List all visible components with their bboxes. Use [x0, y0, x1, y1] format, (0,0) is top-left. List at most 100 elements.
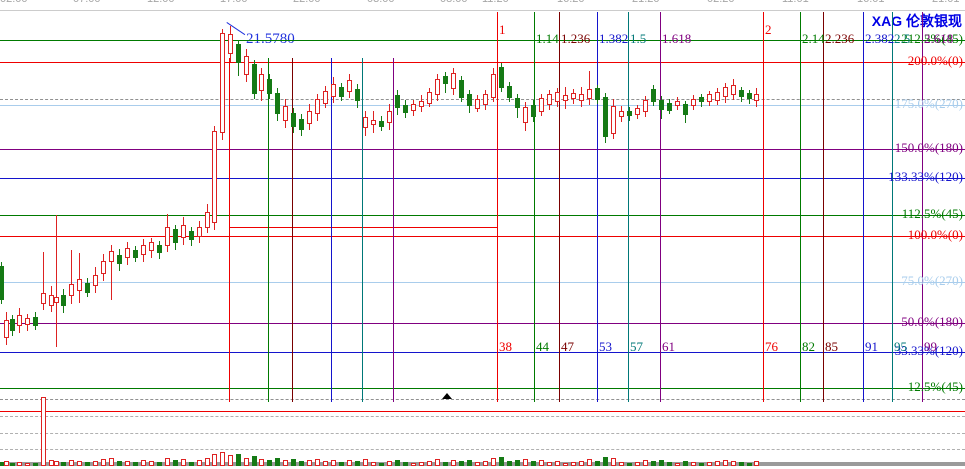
- volume-bar: [157, 462, 162, 466]
- volume-bar: [491, 458, 496, 466]
- candle-body: [0, 266, 4, 300]
- candle-body: [754, 94, 759, 101]
- candle-body: [435, 79, 440, 95]
- candle-body: [133, 250, 138, 258]
- candle-body: [339, 87, 344, 97]
- candle-body: [427, 92, 432, 104]
- gann-level-line: [0, 40, 965, 41]
- candle-body: [363, 117, 368, 128]
- fib-time-line: [628, 12, 629, 402]
- candle-body: [283, 106, 288, 121]
- volume-bar: [459, 461, 464, 466]
- gann-level-line: [0, 352, 965, 353]
- candle-body: [109, 251, 114, 262]
- gann-level-line: [0, 236, 965, 237]
- volume-bar: [603, 457, 608, 466]
- gann-level-label: 112.5%(45): [901, 206, 963, 221]
- fib-bar-count-label: 61: [662, 339, 675, 354]
- candle-body: [603, 97, 608, 137]
- fib-time-line: [331, 58, 332, 402]
- volume-bar: [181, 459, 186, 466]
- volume-bar: [33, 463, 38, 466]
- fib-ratio-label: 1.618: [662, 31, 692, 46]
- candle-body: [371, 120, 376, 125]
- volume-bar: [77, 461, 82, 466]
- candle-body: [49, 295, 54, 306]
- candle-body: [595, 88, 600, 100]
- volume-bar: [715, 461, 720, 466]
- time-axis-label: 16:01: [857, 0, 885, 5]
- volume-grid-line: [0, 433, 965, 434]
- volume-bar: [411, 463, 416, 466]
- time-axis-label: 08:00: [440, 0, 468, 5]
- candle-body: [627, 111, 632, 116]
- fib-bar-count-label: 82: [802, 339, 815, 354]
- volume-bar: [220, 452, 225, 466]
- volume-bar: [651, 461, 656, 466]
- candle-body: [10, 319, 15, 331]
- fib-time-line: [292, 58, 293, 402]
- volume-bar: [403, 462, 408, 466]
- fib-ratio-label: 1.382: [599, 31, 629, 46]
- candle-body: [220, 33, 225, 133]
- volume-bar: [611, 458, 616, 466]
- volume-bar: [17, 462, 22, 466]
- time-axis-label: 02:00: [0, 0, 28, 5]
- volume-bar: [387, 461, 392, 466]
- candle-body: [85, 283, 90, 293]
- time-axis-label: 21:01: [932, 0, 960, 5]
- volume-bar: [259, 459, 264, 466]
- volume-bar: [212, 454, 217, 466]
- candle-body: [467, 94, 472, 106]
- gann-level-label: 200.0%(0): [907, 53, 963, 68]
- candle-body: [173, 229, 178, 243]
- gann-level-line: [0, 282, 965, 283]
- candle-body: [141, 245, 146, 255]
- gann-level-line: [0, 215, 965, 216]
- candle-body: [643, 100, 648, 112]
- volume-bar: [197, 460, 202, 466]
- candle-body: [165, 227, 170, 246]
- gann-level-line: [0, 323, 965, 324]
- fib-time-line: [892, 12, 893, 402]
- candle-body: [244, 56, 249, 75]
- candle-wick: [43, 252, 44, 310]
- gann-level-line: [0, 149, 965, 150]
- candle-body: [683, 104, 688, 115]
- candle-body: [275, 93, 280, 114]
- candle-body: [739, 90, 744, 97]
- volume-bar: [315, 459, 320, 466]
- volume-bar: [547, 462, 552, 466]
- fib-time-line: [268, 58, 269, 402]
- volume-bar: [595, 461, 600, 466]
- volume-bar: [475, 462, 480, 466]
- candle-body: [61, 295, 66, 306]
- candle-body: [443, 76, 448, 84]
- candle-body: [157, 245, 162, 253]
- volume-bar: [93, 461, 98, 466]
- fib-ratio-label: 2.5: [894, 31, 911, 46]
- candle-body: [691, 99, 696, 106]
- volume-bar: [307, 460, 312, 466]
- volume-bar: [363, 459, 368, 466]
- candle-body: [475, 99, 480, 109]
- volume-bar: [252, 456, 257, 466]
- gann-level-label: 175.0%(270): [894, 96, 963, 111]
- volume-bar: [347, 460, 352, 466]
- volume-bar: [291, 459, 296, 466]
- volume-grid-line: [0, 416, 965, 417]
- candle-body: [77, 279, 82, 291]
- candle-body: [101, 261, 106, 274]
- volume-bar: [165, 458, 170, 466]
- candle-body: [252, 64, 257, 94]
- volume-bar: [323, 461, 328, 466]
- candle-body: [181, 225, 186, 238]
- candle-body: [315, 99, 320, 114]
- candle-body: [507, 86, 512, 98]
- volume-bar: [339, 462, 344, 466]
- volume-bar: [41, 397, 46, 466]
- volume-bar: [739, 462, 744, 466]
- candle-body: [555, 92, 560, 102]
- volume-bar: [555, 461, 560, 466]
